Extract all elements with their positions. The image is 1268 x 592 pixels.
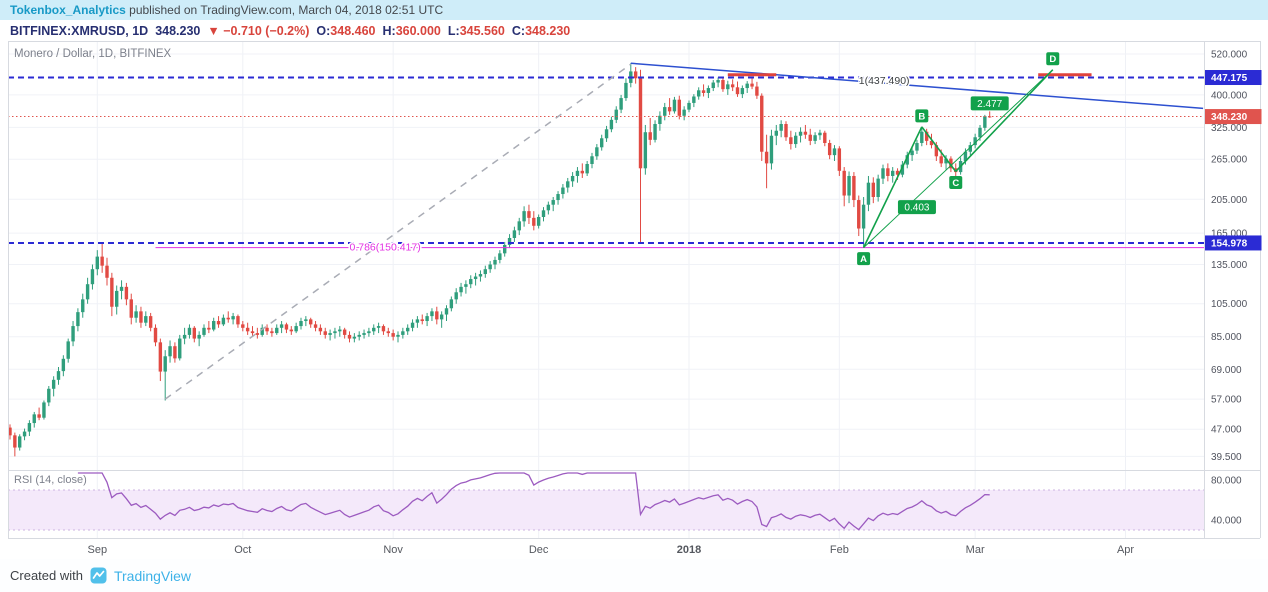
svg-text:520.000: 520.000	[1211, 49, 1248, 60]
levels-layer	[8, 76, 1204, 249]
svg-text:400.000: 400.000	[1211, 90, 1248, 101]
svg-text:47.000: 47.000	[1211, 425, 1242, 436]
svg-text:40.000: 40.000	[1211, 516, 1242, 527]
low-number: 345.560	[459, 23, 505, 38]
tradingview-logo-icon[interactable]	[90, 567, 107, 584]
svg-text:57.000: 57.000	[1211, 395, 1242, 406]
chart-area: A B C D 0.403 2.477 1(437.490) 0.786(150.417) 52…	[0, 41, 1268, 559]
svg-text:39.500: 39.500	[1211, 452, 1242, 463]
open-value: O:348.460	[316, 24, 375, 38]
svg-text:165.000: 165.000	[1211, 229, 1248, 240]
svg-text:Nov: Nov	[383, 544, 403, 556]
rsi-pane-title: RSI (14, close)	[14, 474, 87, 486]
rsi-band-layer	[8, 489, 1204, 531]
symbol-name: BITFINEX:XMRUSD, 1D	[10, 23, 149, 38]
trendlines-layer	[164, 62, 1204, 400]
svg-text:D: D	[1049, 54, 1056, 65]
pattern-layer: A B C D 0.403 2.477 1(437.490) 0.786(150.417)	[348, 52, 1060, 266]
svg-text:C: C	[952, 178, 959, 189]
svg-text:348.230: 348.230	[1211, 112, 1248, 123]
publish-bar: Tokenbox_Analytics published on TradingV…	[0, 0, 1268, 20]
high-number: 360.000	[395, 23, 441, 38]
symbol-info-bar: BITFINEX:XMRUSD, 1D 348.230 ▼ −0.710 (−0…	[0, 20, 1268, 41]
svg-text:85.000: 85.000	[1211, 332, 1242, 343]
price-change: ▼ −0.710 (−0.2%)	[207, 23, 310, 38]
svg-text:135.000: 135.000	[1211, 260, 1248, 271]
svg-text:Dec: Dec	[529, 544, 549, 556]
svg-text:0.403: 0.403	[904, 203, 929, 214]
svg-text:B: B	[918, 111, 925, 122]
svg-text:205.000: 205.000	[1211, 195, 1248, 206]
svg-text:447.175: 447.175	[1211, 73, 1248, 84]
pane-title: Monero / Dollar, 1D, BITFINEX	[14, 48, 172, 60]
svg-text:0.786(150.417): 0.786(150.417)	[350, 242, 421, 254]
footer-bar: Created with TradingView	[0, 559, 1268, 592]
author-link[interactable]: Tokenbox_Analytics	[10, 3, 126, 17]
low-value: L:345.560	[448, 24, 505, 38]
close-value: C:348.230	[512, 24, 570, 38]
tradingview-brand-link[interactable]: TradingView	[113, 567, 192, 584]
svg-text:105.000: 105.000	[1211, 299, 1248, 310]
rsi-line-layer	[77, 472, 990, 531]
svg-text:80.000: 80.000	[1211, 476, 1242, 487]
high-label: H:	[382, 23, 396, 38]
grid-layer	[0, 41, 1268, 559]
price-axis-layer: 520.000 400.000 325.000 265.000 205.000 165.0…	[1205, 49, 1262, 527]
last-price: 348.230	[155, 23, 201, 38]
close-number: 348.230	[525, 23, 571, 38]
close-label: C:	[511, 23, 526, 38]
publish-info-text: published on TradingView.com, March 04, …	[125, 3, 444, 17]
svg-text:A: A	[860, 254, 867, 265]
svg-text:Mar: Mar	[966, 544, 985, 556]
chart-canvas[interactable]: A B C D 0.403 2.477 1(437.490) 0.786(150.417) 52…	[0, 41, 1268, 559]
open-label: O:	[316, 23, 331, 38]
svg-text:265.000: 265.000	[1211, 155, 1248, 166]
low-label: L:	[447, 23, 460, 38]
high-value: H:360.000	[382, 24, 440, 38]
svg-text:325.000: 325.000	[1211, 123, 1248, 134]
borders-layer	[8, 41, 1261, 539]
created-with-text: Created with	[10, 568, 83, 583]
svg-text:Apr: Apr	[1117, 544, 1134, 556]
svg-text:2018: 2018	[677, 544, 701, 556]
candles-layer	[8, 63, 992, 457]
time-axis-layer: Sep Oct Nov Dec 2018 Feb Mar Apr	[88, 544, 1135, 556]
svg-text:Sep: Sep	[88, 544, 108, 556]
svg-text:Feb: Feb	[830, 544, 849, 556]
open-number: 348.460	[330, 23, 376, 38]
svg-text:1(437.490): 1(437.490)	[859, 75, 910, 87]
svg-text:154.978: 154.978	[1211, 238, 1248, 249]
svg-text:Oct: Oct	[234, 544, 251, 556]
svg-text:2.477: 2.477	[977, 99, 1002, 110]
svg-text:69.000: 69.000	[1211, 365, 1242, 376]
